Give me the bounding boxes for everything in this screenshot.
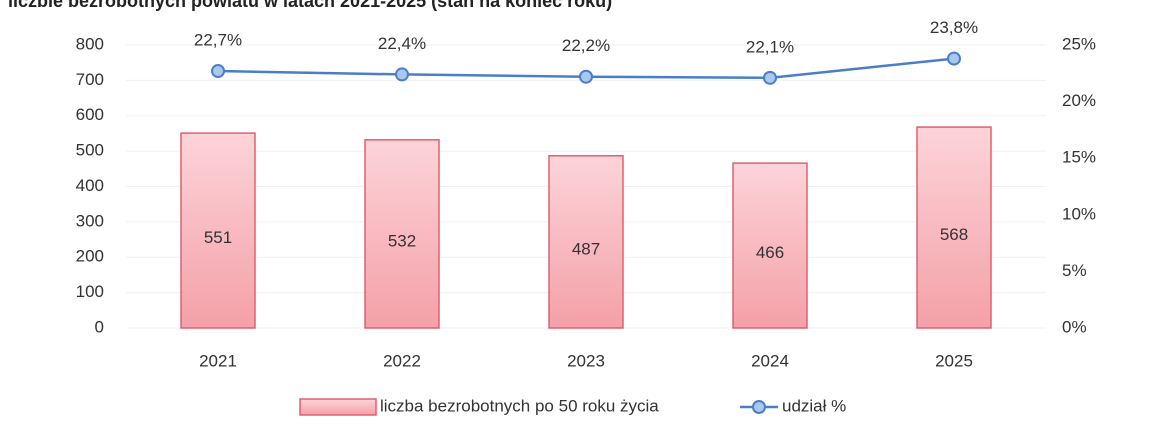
bar: [732, 162, 808, 329]
bar-value-label: 551: [204, 228, 232, 247]
bar-value-label: 532: [388, 231, 416, 250]
y-tick-label: 700: [76, 70, 104, 89]
y-tick-label: 100: [76, 282, 104, 301]
y-tick-label: 400: [76, 176, 104, 195]
chart-title: liczbie bezrobotnych powiatu w latach 20…: [8, 0, 612, 11]
y2-tick-label: 15%: [1062, 148, 1096, 167]
bar: [916, 126, 992, 329]
line-marker: [395, 67, 409, 82]
x-tick-label: 2021: [199, 351, 237, 370]
line-value-label: 22,2%: [562, 36, 610, 55]
y-tick-label: 0: [95, 317, 104, 336]
x-tick-label: 2022: [383, 351, 421, 370]
y2-tick-label: 5%: [1062, 261, 1087, 280]
bar: [548, 154, 624, 329]
bar: [180, 132, 256, 329]
legend-label: udział %: [782, 396, 846, 415]
line-value-label: 23,8%: [930, 18, 978, 37]
y2-tick-label: 20%: [1062, 91, 1096, 110]
x-tick-label: 2023: [567, 351, 605, 370]
y2-tick-label: 10%: [1062, 204, 1096, 223]
line-value-label: 22,4%: [378, 34, 426, 53]
line-marker: [763, 70, 777, 85]
y-tick-label: 800: [76, 34, 104, 53]
y2-tick-label: 0%: [1062, 317, 1087, 336]
bar-value-label: 466: [756, 243, 784, 262]
line-marker: [947, 51, 961, 66]
legend-label: liczba bezrobotnych po 50 roku życia: [380, 396, 659, 415]
line-marker: [579, 69, 593, 84]
y-tick-label: 600: [76, 105, 104, 124]
x-tick-label: 2025: [935, 351, 973, 370]
y2-tick-label: 25%: [1062, 34, 1096, 53]
y-tick-label: 200: [76, 247, 104, 266]
legend-swatch: [299, 398, 377, 416]
bar-value-label: 568: [940, 225, 968, 244]
line-value-label: 22,1%: [746, 37, 794, 56]
bar-value-label: 487: [572, 239, 600, 258]
y-tick-label: 300: [76, 211, 104, 230]
line-value-label: 22,7%: [194, 31, 242, 50]
x-tick-label: 2024: [751, 351, 789, 370]
y-tick-label: 500: [76, 141, 104, 160]
legend-marker: [752, 400, 766, 414]
line-marker: [211, 64, 225, 79]
bar: [364, 139, 440, 329]
